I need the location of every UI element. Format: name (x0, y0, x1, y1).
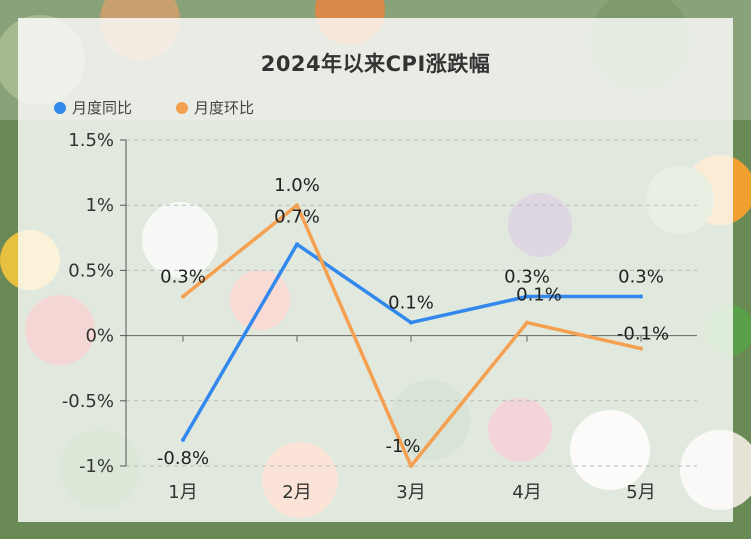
legend-item-mom[interactable]: 月度环比 (176, 97, 254, 118)
legend-item-yoy[interactable]: 月度同比 (54, 97, 132, 118)
data-label: -1% (385, 436, 420, 457)
x-category-label: 5月 (626, 482, 655, 503)
series-line-yoy[interactable] (181, 242, 643, 442)
data-label: 0.3% (160, 266, 206, 287)
legend-label-mom: 月度环比 (194, 99, 255, 117)
data-label: 0.3% (504, 266, 550, 287)
data-point[interactable] (181, 294, 185, 299)
data-label: 0.1% (388, 293, 434, 314)
data-label: -0.8% (157, 448, 209, 469)
data-label: -0.1% (617, 324, 669, 345)
data-label: 0.7% (274, 206, 320, 227)
x-category-label: 1月 (168, 482, 197, 503)
data-point[interactable] (409, 320, 413, 325)
data-point[interactable] (409, 464, 413, 468)
legend-marker-yoy (54, 102, 66, 114)
x-category-label: 4月 (512, 482, 541, 503)
y-tick-label: 1.5% (68, 130, 114, 151)
legend-marker-mom (176, 102, 188, 114)
data-point[interactable] (639, 294, 643, 299)
y-tick-label: 0.5% (68, 260, 114, 281)
data-point[interactable] (525, 294, 529, 299)
data-point[interactable] (181, 437, 185, 442)
y-tick-label: -0.5% (62, 391, 114, 412)
data-label: 1.0% (274, 175, 320, 196)
data-point[interactable] (295, 242, 299, 247)
data-point[interactable] (295, 203, 299, 208)
legend-label-yoy: 月度同比 (72, 99, 133, 117)
x-category-label: 2月 (282, 482, 311, 503)
data-point[interactable] (525, 320, 529, 325)
chart-title: 2024年以来CPI涨跌幅 (260, 52, 491, 76)
y-tick-label: 1% (85, 195, 114, 216)
y-tick-label: 0% (85, 326, 114, 347)
y-tick-label: -1% (79, 456, 114, 477)
x-category-label: 3月 (396, 482, 425, 503)
data-label: 0.1% (516, 285, 562, 306)
data-point[interactable] (639, 346, 643, 351)
data-label: 0.3% (618, 266, 664, 287)
